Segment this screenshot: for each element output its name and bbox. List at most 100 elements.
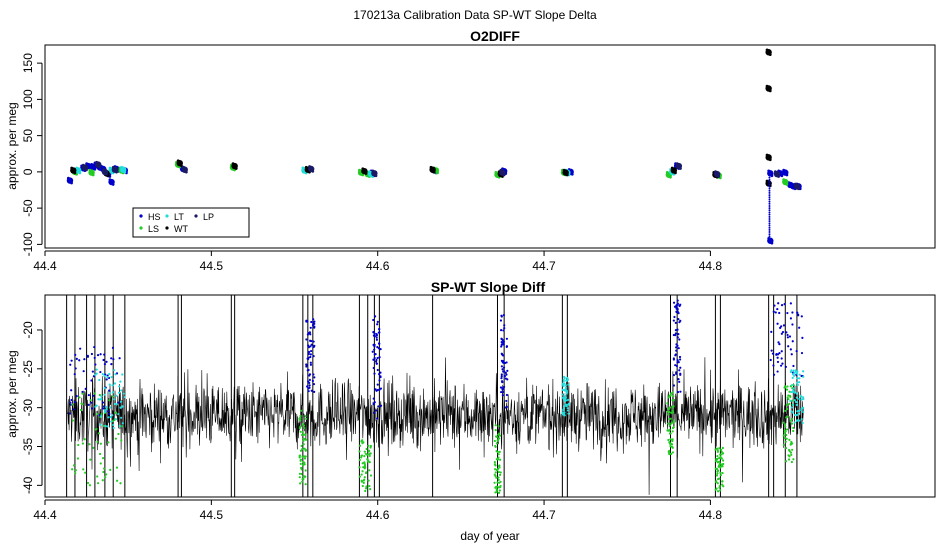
data-point-cluster <box>374 315 377 318</box>
data-point-cluster <box>669 417 672 420</box>
data-point-cluster <box>107 441 110 444</box>
data-point-lp <box>374 174 378 178</box>
data-point-lp <box>113 168 117 172</box>
data-point-cluster <box>721 471 724 475</box>
data-point-cluster <box>119 400 123 403</box>
data-point-cluster <box>790 406 794 409</box>
data-point-cluster <box>97 432 101 435</box>
data-point-cluster <box>785 428 789 431</box>
data-point-cluster <box>70 398 73 402</box>
data-point-wt <box>767 50 771 54</box>
data-point-cluster <box>495 490 498 494</box>
data-point-cluster <box>671 445 674 449</box>
data-point-cluster <box>717 465 720 468</box>
data-point-cluster <box>778 352 781 355</box>
data-point-cluster <box>561 393 564 396</box>
data-point-cluster <box>566 409 570 412</box>
data-point-cluster <box>564 384 567 387</box>
data-point-cluster <box>494 485 498 488</box>
data-point-cluster <box>114 373 117 376</box>
data-point-cluster <box>111 384 114 387</box>
data-point-ls <box>494 170 498 174</box>
data-point-lp <box>96 163 100 167</box>
data-point-cluster <box>500 373 503 376</box>
y-axis-label: approx. per meg <box>5 350 19 437</box>
data-point-lp <box>675 162 679 166</box>
data-point-cluster <box>93 392 96 395</box>
data-point-cluster <box>121 422 124 425</box>
data-point-cluster <box>783 423 787 426</box>
data-point-cluster <box>789 399 792 403</box>
data-point-cluster <box>789 302 792 305</box>
data-point-cluster <box>776 360 780 364</box>
data-point-cluster <box>114 437 117 440</box>
data-point-cluster <box>298 472 302 475</box>
data-point-cluster <box>375 409 378 412</box>
data-point-cluster <box>307 346 311 349</box>
data-point-hs <box>768 187 771 190</box>
data-point-cluster <box>786 311 789 315</box>
data-point-cluster <box>307 350 311 354</box>
data-point-cluster <box>373 401 376 404</box>
data-point-cluster <box>564 396 567 399</box>
data-point-cluster <box>783 431 786 435</box>
data-point-cluster <box>95 372 98 375</box>
data-point-cluster <box>303 427 306 430</box>
data-point-cluster <box>107 416 110 419</box>
data-point-cluster <box>88 484 92 487</box>
data-point-cluster <box>672 358 675 361</box>
data-point-cluster <box>801 336 804 339</box>
data-point-cluster <box>96 412 99 416</box>
data-point-cluster <box>788 402 791 405</box>
data-point-lp <box>81 163 85 167</box>
data-point-cluster <box>667 413 670 416</box>
data-point-cluster <box>78 396 81 399</box>
data-point-hs <box>768 204 771 207</box>
data-point-cluster <box>372 397 375 400</box>
data-point-cluster <box>365 471 368 474</box>
data-point-cluster <box>497 470 500 474</box>
data-point-cluster <box>361 470 364 473</box>
legend-label-lp: LP <box>203 212 214 222</box>
data-point-cluster <box>796 377 799 380</box>
data-point-cluster <box>505 373 508 376</box>
data-point-cluster <box>108 372 111 376</box>
data-point-cluster <box>721 452 724 455</box>
data-point-hs <box>768 181 771 184</box>
data-point-lt <box>76 169 80 172</box>
data-point-cluster <box>774 311 777 314</box>
data-point-cluster <box>500 314 503 317</box>
data-point-cluster <box>72 408 75 411</box>
data-point-cluster <box>503 327 506 330</box>
data-point-hs <box>768 213 771 216</box>
data-point-cluster <box>79 408 83 412</box>
data-point-cluster <box>794 369 797 372</box>
data-point-cluster <box>313 344 316 347</box>
data-point-cluster <box>122 392 125 395</box>
data-point-cluster <box>793 421 796 424</box>
data-point-cluster <box>715 480 718 483</box>
data-point-cluster <box>299 449 303 452</box>
data-point-cluster <box>310 343 313 346</box>
data-point-cluster <box>378 356 381 359</box>
legend-marker-lt <box>165 214 169 218</box>
data-point-cluster <box>791 417 794 421</box>
data-point-cluster <box>119 406 123 409</box>
data-point-cluster <box>103 374 106 378</box>
data-point-cluster <box>360 479 363 482</box>
data-point-cluster <box>94 363 97 366</box>
data-point-lp <box>181 165 185 169</box>
data-point-cluster <box>795 396 798 399</box>
data-point-cluster <box>776 322 779 325</box>
data-point-cluster <box>84 387 87 390</box>
data-point-cluster <box>299 417 302 420</box>
data-point-lt <box>121 168 125 172</box>
data-point-cluster <box>716 450 719 453</box>
data-point-cluster <box>110 362 113 366</box>
x-tick-label: 44.8 <box>699 259 723 273</box>
data-point-cluster <box>505 405 508 408</box>
data-point-hs <box>768 226 771 229</box>
data-point-cluster <box>121 373 124 376</box>
data-point-ls <box>785 183 789 186</box>
data-point-cluster <box>790 422 794 425</box>
